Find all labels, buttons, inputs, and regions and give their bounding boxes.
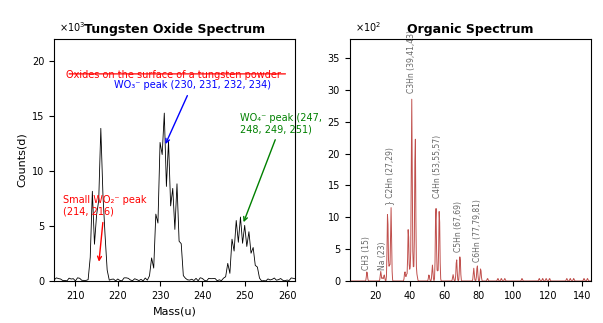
Text: $\times 10^2$: $\times 10^2$ — [355, 20, 380, 34]
Text: C3Hn (39,41,43): C3Hn (39,41,43) — [407, 30, 416, 93]
Y-axis label: Counts(d): Counts(d) — [17, 132, 27, 187]
Title: Organic Spectrum: Organic Spectrum — [407, 23, 534, 36]
Text: Oxides on the surface of a tungsten powder: Oxides on the surface of a tungsten powd… — [66, 70, 281, 80]
Text: $\times 10^3$: $\times 10^3$ — [59, 20, 86, 34]
Text: CH3 (15): CH3 (15) — [362, 236, 371, 269]
Text: C4Hn (53,55,57): C4Hn (53,55,57) — [433, 135, 442, 198]
Text: Na (23): Na (23) — [378, 241, 387, 269]
Text: } C2Hn (27,29): } C2Hn (27,29) — [385, 147, 394, 204]
Title: Tungsten Oxide Spectrum: Tungsten Oxide Spectrum — [84, 23, 265, 36]
X-axis label: Mass(u): Mass(u) — [153, 306, 197, 316]
Text: WO₄⁻ peak (247,
248, 249, 251): WO₄⁻ peak (247, 248, 249, 251) — [241, 113, 323, 221]
Text: C5Hn (67,69): C5Hn (67,69) — [454, 201, 463, 252]
Text: Small WO₂⁻ peak
(214, 216): Small WO₂⁻ peak (214, 216) — [63, 195, 147, 260]
Text: WO₃⁻ peak (230, 231, 232, 234): WO₃⁻ peak (230, 231, 232, 234) — [113, 80, 271, 143]
Text: C6Hn (77,79,81): C6Hn (77,79,81) — [473, 199, 482, 262]
